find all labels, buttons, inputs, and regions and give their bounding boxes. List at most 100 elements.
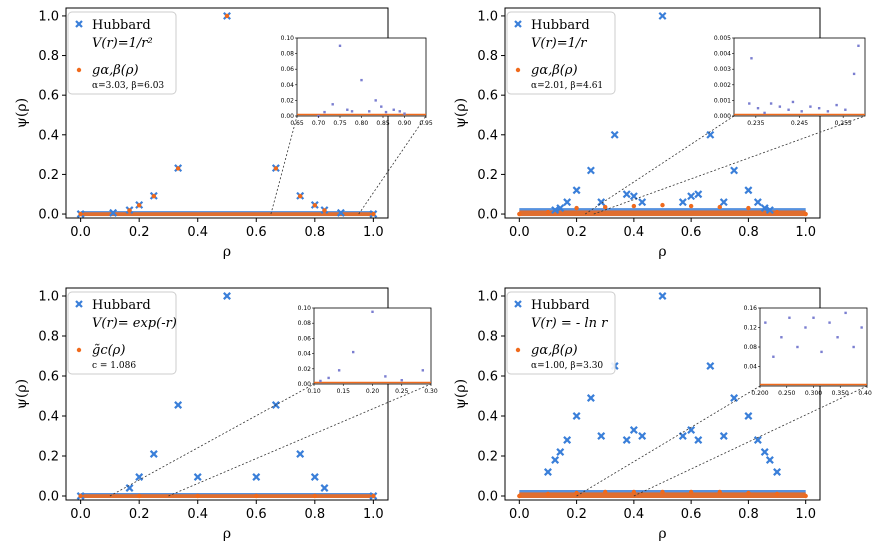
fit-point <box>545 209 551 215</box>
hubbard-point <box>687 426 696 434</box>
y-tick-label: 0.0 <box>477 490 498 505</box>
inset-x-tick-label: 0.255 <box>835 120 852 127</box>
hubbard-point <box>765 456 774 464</box>
fit-point <box>717 204 722 210</box>
x-tick-label: 0.2 <box>566 225 587 240</box>
hubbard-point <box>551 456 560 464</box>
inset-point <box>828 321 831 324</box>
inset-y-tick-label: 0.10 <box>298 305 312 312</box>
hubbard-point <box>760 448 769 456</box>
hubbard-point-b <box>622 190 631 199</box>
legend-hubbard-label: Hubbard <box>531 298 590 313</box>
legend-fit-params: α=2.01, β=4.61 <box>531 81 603 91</box>
x-tick-label: 0.2 <box>566 507 587 522</box>
inset-point <box>371 310 374 313</box>
panel-1: 0.0 0.2 0.4 0.6 0.8 1.0 0.0 0.2 0.4 0.6 0.8 1.0 ρ ψ(ρ… <box>14 7 433 260</box>
hubbard-point-b <box>320 484 329 492</box>
fit-point <box>254 493 259 499</box>
legend: Hubbard V(r) = - ln r gα,β(ρ) α=1.00, β=3.3… <box>506 291 616 375</box>
hubbard-point <box>193 473 202 481</box>
hubbard-point-b <box>622 436 631 444</box>
legend-box <box>67 11 177 95</box>
legend-fit-label: gα,β(ρ) <box>92 63 139 78</box>
inset: 0.235 0.245 0.255 0.000 0.001 0.002 0.003 0.004… <box>584 35 866 215</box>
hubbard-point <box>678 198 687 207</box>
hubbard-point <box>543 468 552 476</box>
hubbard-point-b <box>706 130 715 139</box>
hubbard-point <box>563 198 572 207</box>
fit-point <box>297 194 303 199</box>
inset-x-tick-label: 0.10 <box>307 388 321 395</box>
hubbard-point <box>719 198 728 207</box>
hubbard-point <box>586 166 595 175</box>
x-tick-label: 1.0 <box>363 225 384 240</box>
hubbard-point <box>556 204 565 213</box>
hubbard-point <box>336 208 345 217</box>
fit-point <box>603 204 608 210</box>
inset-y-tick-label: 0.005 <box>714 35 731 42</box>
x-tick-label: 0.6 <box>681 225 702 240</box>
inset-point <box>817 107 821 110</box>
hubbard-point <box>296 450 305 458</box>
inset-point <box>337 369 341 372</box>
fit-point <box>312 203 318 208</box>
hubbard-point-b <box>765 456 774 464</box>
panel-3: 0.0 0.2 0.4 0.6 0.8 1.0 0.0 0.2 0.4 0.6 0.8 1.0 ρ ψ(ρ… <box>14 287 438 542</box>
hubbard-point-b <box>694 436 703 444</box>
hubbard-point-b <box>223 292 231 300</box>
inset-point <box>756 107 760 110</box>
hubbard-point-b <box>149 450 158 458</box>
inset-point <box>780 336 783 339</box>
y-tick-label: 0.2 <box>38 168 59 183</box>
fit-point <box>312 493 318 499</box>
hubbard-point <box>149 450 158 458</box>
inset-y-tick-label: 0.04 <box>281 82 295 89</box>
legend-box <box>506 11 616 95</box>
inset-point <box>764 321 767 324</box>
fit-point <box>774 491 780 497</box>
hubbard-point-b <box>610 130 619 139</box>
hubbard-point-b <box>638 198 647 207</box>
hubbard-point-b <box>678 432 687 440</box>
hubbard-point <box>610 130 619 139</box>
x-tick-label: 0.8 <box>738 225 759 240</box>
inset-point <box>392 108 395 111</box>
hubbard-point <box>706 130 715 139</box>
hubbard-point <box>125 484 134 492</box>
inset-y-tick-label: 0.00 <box>281 113 295 120</box>
x-tick-label: 1.0 <box>363 507 384 522</box>
hubbard-point-b <box>753 198 762 207</box>
inset-x-tick-label: 0.85 <box>376 120 390 127</box>
hubbard-point <box>252 473 261 481</box>
inset-x-tick-label: 0.235 <box>747 120 764 127</box>
y-tick-label: 0.8 <box>477 330 498 345</box>
inset-point <box>826 110 830 113</box>
hubbard-point <box>744 412 753 420</box>
fit-point <box>175 166 181 171</box>
inset-y-tick-label: 0.004 <box>714 51 731 58</box>
inset-point <box>787 108 790 111</box>
fit-point <box>545 491 551 497</box>
legend-hubbard-marker <box>75 20 83 28</box>
zoom-connector-right <box>358 115 427 215</box>
zoom-connector-left <box>584 115 735 215</box>
hubbard-point-b <box>773 468 782 476</box>
hubbard-point <box>730 166 739 175</box>
inset-point <box>844 108 847 111</box>
fit-point <box>136 203 142 208</box>
hubbard-point-b <box>556 448 565 456</box>
x-tick-label: 0.8 <box>304 507 325 522</box>
x-tick-label: 1.0 <box>795 507 816 522</box>
hubbard-point-b <box>586 394 595 402</box>
legend-hubbard-marker-b <box>75 300 83 308</box>
zoom-connector-right <box>168 383 432 497</box>
inset-x-tick-label: 0.200 <box>751 390 768 397</box>
hubbard-point <box>597 198 606 207</box>
hubbard-point <box>622 436 631 444</box>
hubbard-point-b <box>719 198 728 207</box>
inset-x-tick-label: 0.90 <box>398 120 412 127</box>
hubbard-point <box>658 11 667 20</box>
fit-point <box>746 490 751 496</box>
fit-baseline-band <box>519 492 806 498</box>
zoom-connector-right <box>633 385 868 497</box>
